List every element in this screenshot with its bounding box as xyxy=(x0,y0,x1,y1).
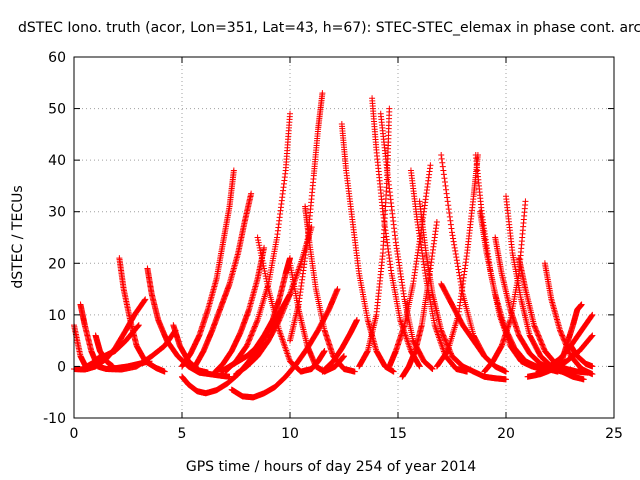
data-point xyxy=(438,151,445,158)
data-point xyxy=(441,179,448,186)
arc-series xyxy=(369,95,423,370)
data-point xyxy=(440,167,447,174)
data-point xyxy=(287,110,293,117)
data-point xyxy=(447,221,454,228)
data-point xyxy=(455,266,462,273)
data-point xyxy=(522,198,529,205)
data-point xyxy=(444,194,451,201)
arc-series xyxy=(92,332,116,370)
data-point xyxy=(141,297,148,304)
data-point xyxy=(450,235,457,242)
data-point xyxy=(451,241,458,248)
arc-series xyxy=(191,190,255,370)
data-point xyxy=(449,229,455,236)
arc-series xyxy=(83,322,142,370)
data-point xyxy=(454,260,461,267)
data-point xyxy=(442,182,449,189)
data-point xyxy=(446,210,453,217)
data-point xyxy=(427,162,434,169)
data-point xyxy=(433,219,440,226)
arc-series xyxy=(254,234,328,375)
data-point xyxy=(448,225,455,232)
data-point xyxy=(452,247,459,254)
data-point xyxy=(443,186,450,193)
data-point xyxy=(450,238,457,245)
data-point xyxy=(386,105,393,112)
data-point xyxy=(453,257,460,264)
data-point xyxy=(447,217,454,224)
data-point xyxy=(453,254,460,261)
data-point xyxy=(439,163,446,170)
data-point xyxy=(454,263,461,270)
data-point xyxy=(135,322,142,329)
data-point xyxy=(438,155,445,162)
data-point xyxy=(441,175,448,182)
data-point xyxy=(443,190,450,197)
data-point xyxy=(248,190,255,197)
data-point xyxy=(451,244,458,251)
data-point xyxy=(452,251,459,258)
data-point xyxy=(446,213,453,220)
data-point xyxy=(440,171,447,178)
data-point xyxy=(142,296,149,303)
data-point xyxy=(135,322,142,329)
data-points xyxy=(71,90,596,401)
data-point xyxy=(445,202,452,209)
data-point xyxy=(439,159,446,166)
data-point xyxy=(444,198,451,205)
data-point xyxy=(449,232,456,239)
